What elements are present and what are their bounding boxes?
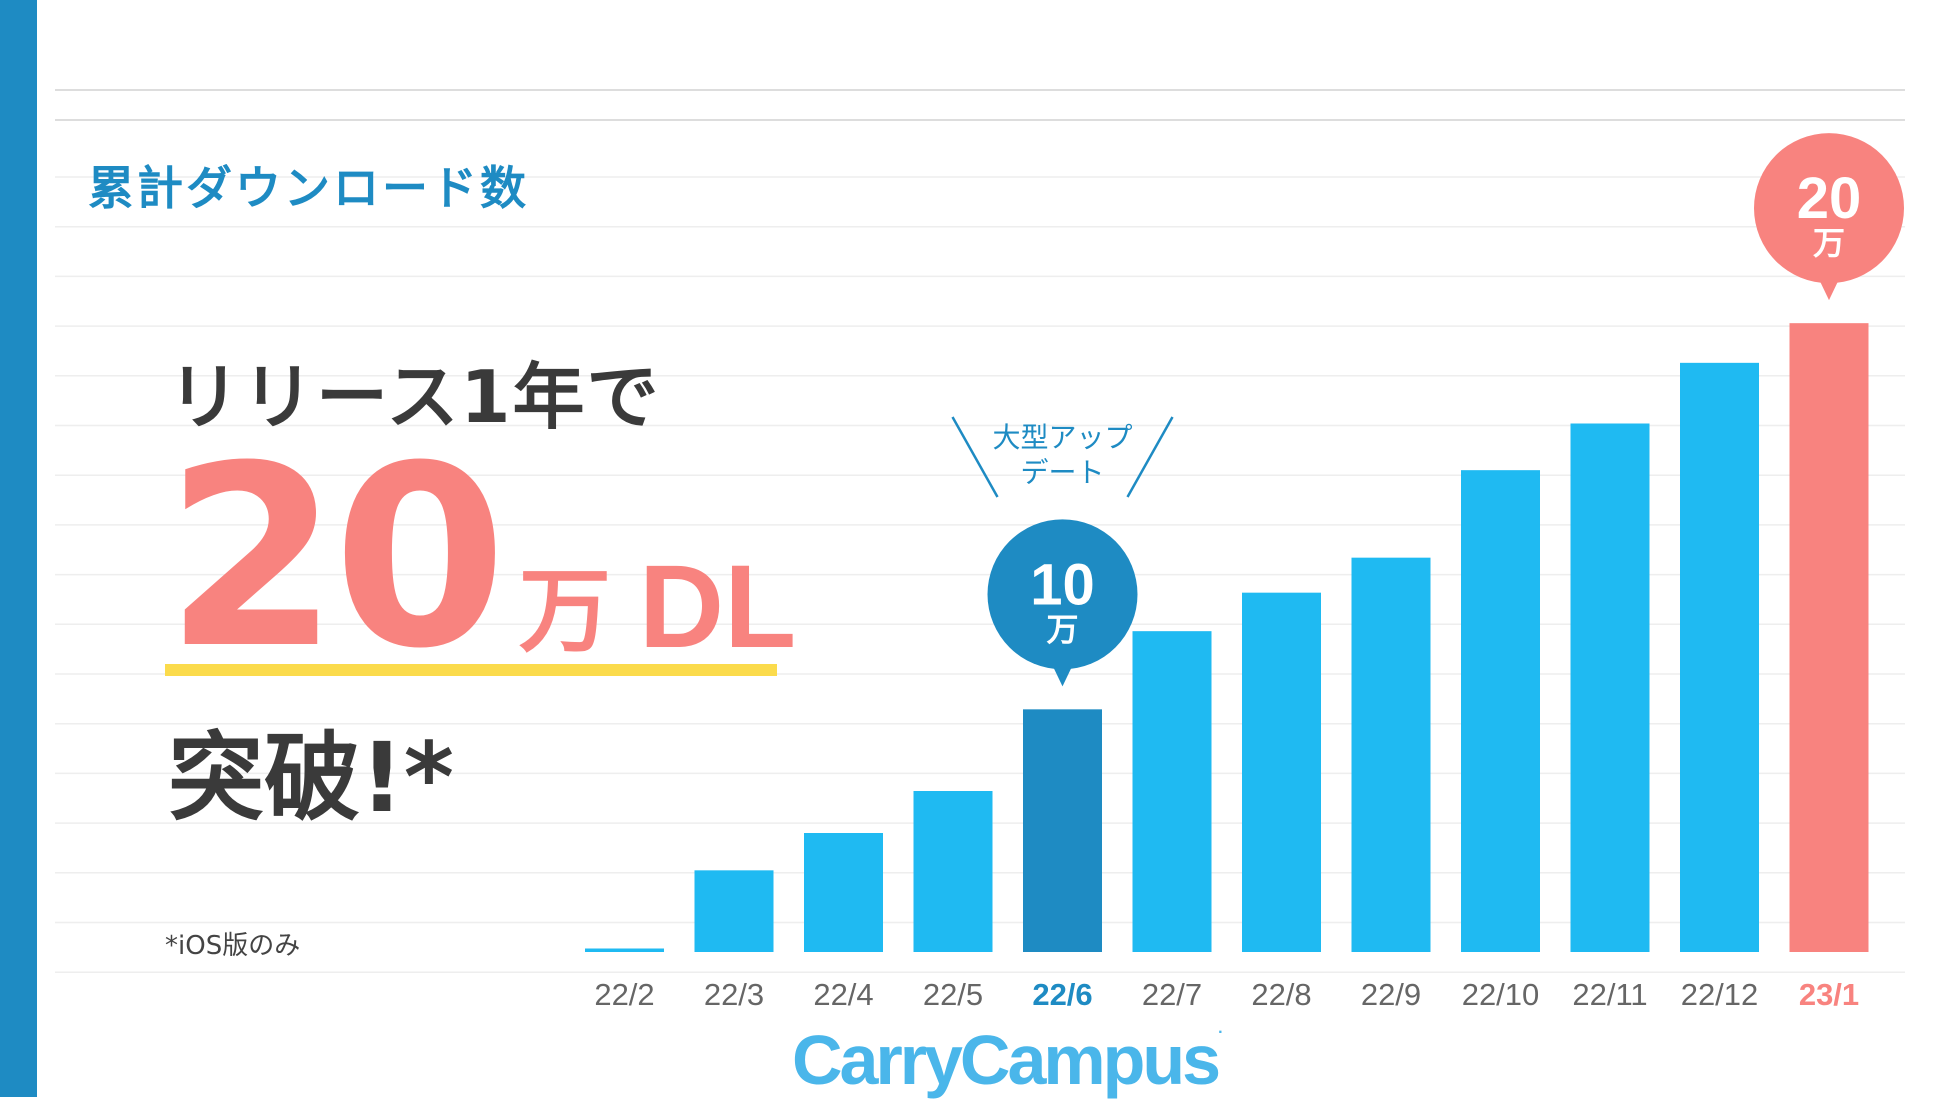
- bubble-pointer: [1051, 663, 1074, 687]
- x-tick-label: 23/1: [1799, 977, 1859, 1012]
- x-tick-label: 22/6: [1032, 977, 1092, 1012]
- bubble-pointer: [1818, 277, 1840, 301]
- annotation-bracket-right: [1126, 416, 1174, 498]
- headline-line3: 突破!*: [168, 722, 454, 834]
- bar-22-3: [694, 870, 774, 952]
- headline-line1: リリース1年で: [168, 355, 661, 439]
- bubble-number: 20: [1797, 166, 1862, 231]
- carry-campus-logo: CarryCampus.: [792, 1020, 1223, 1100]
- footnote: *iOS版のみ: [165, 931, 301, 961]
- bar-22-2: [585, 948, 664, 952]
- bar-22-6: [1023, 709, 1102, 952]
- top-divider-2: [55, 119, 1905, 121]
- x-tick-label: 22/10: [1462, 977, 1540, 1012]
- x-tick-label: 22/12: [1681, 977, 1759, 1012]
- x-tick-label: 22/11: [1572, 977, 1647, 1012]
- bar-22-10: [1461, 470, 1540, 952]
- headline-unit: 万: [518, 558, 611, 665]
- x-tick-label: 22/7: [1142, 977, 1202, 1012]
- bubble-unit: 万: [1046, 610, 1078, 648]
- x-tick-label: 22/4: [813, 977, 873, 1012]
- bar-22-11: [1570, 423, 1650, 952]
- bar-22-8: [1242, 592, 1321, 952]
- x-tick-label: 22/5: [923, 977, 983, 1012]
- bar-22-4: [804, 833, 883, 952]
- headline-suffix: DL: [638, 541, 797, 673]
- annotation-line2: デート: [1020, 456, 1104, 489]
- section-title: 累計ダウンロード数: [88, 161, 529, 215]
- x-tick-label: 22/2: [594, 977, 654, 1012]
- headline-underline: [165, 664, 777, 676]
- logo-mark: .: [1218, 1020, 1223, 1037]
- top-divider: [55, 89, 1905, 91]
- bar-23-1: [1789, 323, 1869, 953]
- bubble-unit: 万: [1813, 224, 1845, 262]
- value-bubble: [987, 519, 1138, 670]
- x-tick-label: 22/3: [704, 977, 764, 1012]
- annotation-line1: 大型アップ: [992, 421, 1132, 454]
- annotation-bracket-left: [951, 416, 999, 498]
- value-bubble: [1754, 133, 1904, 284]
- headline-big-figure: 20 万 DL: [165, 412, 796, 703]
- x-tick-label: 22/9: [1361, 977, 1421, 1012]
- left-accent-bar: [0, 0, 37, 1097]
- bar-22-12: [1680, 362, 1759, 952]
- bubble-number: 10: [1030, 552, 1095, 617]
- headline-number: 20: [165, 412, 507, 703]
- bar-22-5: [913, 791, 993, 952]
- logo-text: CarryCampus: [792, 1021, 1221, 1099]
- bar-22-9: [1351, 557, 1431, 952]
- x-tick-label: 22/8: [1251, 977, 1311, 1012]
- bar-22-7: [1132, 631, 1212, 952]
